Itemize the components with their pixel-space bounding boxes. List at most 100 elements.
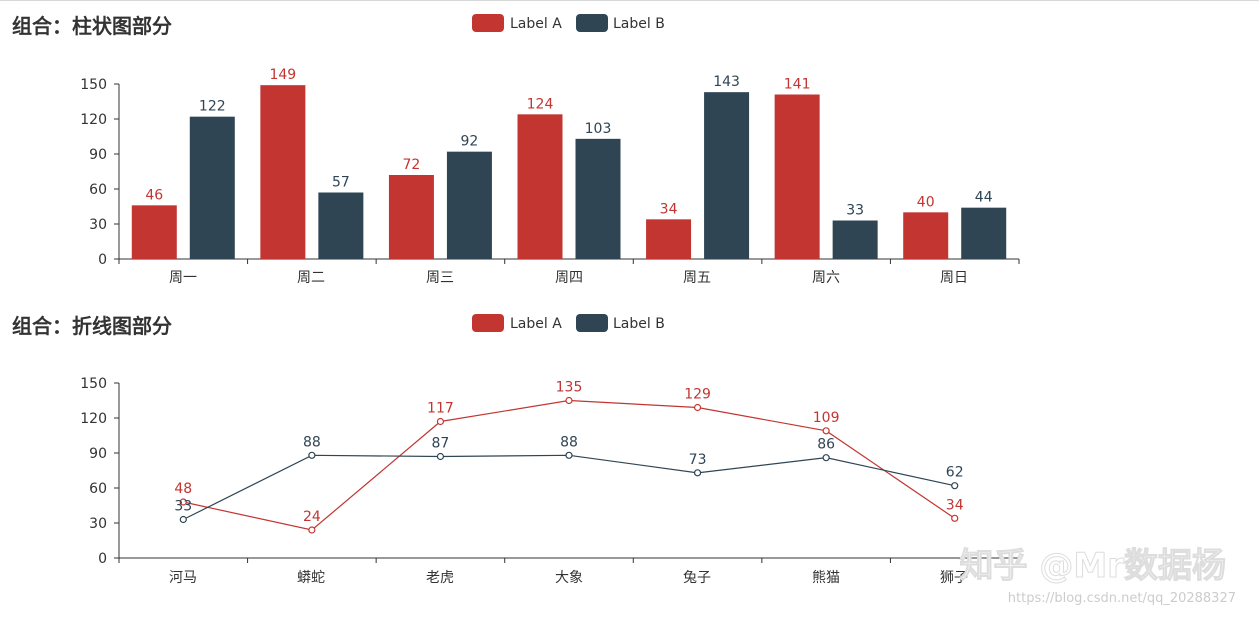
line-y-tick-120: 120 <box>80 411 107 427</box>
line-y-tick-60: 60 <box>89 481 107 497</box>
line-legend-label-b[interactable]: Label B <box>613 316 665 332</box>
line-point-b-5[interactable] <box>822 454 830 462</box>
bar-x-label-wed: 周三 <box>426 270 454 286</box>
bar-x-label-sat: 周六 <box>812 270 840 286</box>
line-point-a-5[interactable] <box>822 427 830 435</box>
line-point-b-3[interactable] <box>565 451 573 459</box>
bar-chart: 组合：柱状图部分 Label A Label B 0 30 60 90 120 … <box>12 14 1020 286</box>
bar-b-6[interactable] <box>961 207 1007 259</box>
line-value-label-a-0: 48 <box>174 481 192 497</box>
bar-value-label-b-0: 122 <box>199 99 226 115</box>
line-value-label-a-6: 34 <box>946 497 964 513</box>
bar-value-label-b-4: 143 <box>713 74 740 90</box>
bar-b-2[interactable] <box>446 151 492 259</box>
bar-value-label-b-2: 92 <box>461 134 479 150</box>
line-value-label-b-4: 73 <box>689 452 707 468</box>
bar-legend-label-a[interactable]: Label A <box>510 16 562 32</box>
bar-y-tick-labels: 0 30 60 90 120 150 <box>80 77 107 268</box>
bar-b-0[interactable] <box>189 116 235 260</box>
line-point-b-1[interactable] <box>308 451 316 459</box>
line-value-label-a-1: 24 <box>303 509 321 525</box>
bar-x-label-sun: 周日 <box>940 270 968 286</box>
line-point-a-6[interactable] <box>951 514 959 522</box>
bar-b-4[interactable] <box>704 92 750 260</box>
line-value-label-a-2: 117 <box>427 401 454 417</box>
line-value-label-b-1: 88 <box>303 434 321 450</box>
line-value-label-b-2: 87 <box>432 436 450 452</box>
line-value-label-a-4: 129 <box>684 387 711 403</box>
line-x-label-elephant: 大象 <box>555 570 583 586</box>
bar-value-label-a-2: 72 <box>403 157 421 173</box>
line-point-b-6[interactable] <box>951 482 959 490</box>
bar-y-tick-60: 60 <box>89 182 107 198</box>
line-x-label-lion: 狮子 <box>940 570 968 586</box>
bar-x-tick-labels: 周一 周二 周三 周四 周五 周六 周日 <box>169 270 968 286</box>
line-point-a-4[interactable] <box>693 403 702 412</box>
bar-chart-legend[interactable]: Label A Label B <box>472 14 665 32</box>
bar-x-axis-ticks <box>114 83 1020 264</box>
bar-a-6[interactable] <box>903 212 949 259</box>
bar-a-1[interactable] <box>260 85 306 260</box>
line-point-a-0[interactable] <box>179 498 187 506</box>
line-x-label-rabbit: 兔子 <box>683 570 711 586</box>
line-chart: 组合：折线图部分 Label A Label B 0 30 60 90 120 … <box>12 314 1020 586</box>
bar-value-label-a-1: 149 <box>269 67 296 83</box>
bar-b-5[interactable] <box>832 220 878 260</box>
line-value-label-b-5: 86 <box>817 437 835 453</box>
bar-legend-swatch-a[interactable] <box>472 14 504 32</box>
line-point-b-4[interactable] <box>693 469 702 477</box>
line-chart-title: 组合：折线图部分 <box>12 314 172 338</box>
line-series: 48 24 117 135 129 109 34 33 88 87 88 73 86 62 <box>174 380 964 534</box>
bar-y-tick-150: 150 <box>80 77 107 93</box>
line-value-label-b-3: 88 <box>560 434 578 450</box>
line-y-tick-150: 150 <box>80 376 107 392</box>
line-legend-swatch-b[interactable] <box>576 314 608 332</box>
bar-y-tick-30: 30 <box>89 217 107 233</box>
line-value-label-a-5: 109 <box>813 410 840 426</box>
bar-b-3[interactable] <box>575 138 621 259</box>
bar-value-label-a-0: 46 <box>145 187 163 203</box>
bar-a-2[interactable] <box>388 175 434 259</box>
bar-y-tick-120: 120 <box>80 112 107 128</box>
line-point-a-1[interactable] <box>308 526 316 534</box>
watermark: 知乎 @Mr数据杨 https://blog.csdn.net/qq_20288… <box>959 546 1236 607</box>
bar-series: 46 149 72 124 34 141 40 122 57 92 103 143 33 44 <box>131 67 1007 260</box>
bar-legend-label-b[interactable]: Label B <box>613 16 665 32</box>
line-x-label-hippo: 河马 <box>169 570 197 586</box>
bar-x-label-thu: 周四 <box>555 270 583 286</box>
bar-chart-title: 组合：柱状图部分 <box>12 14 172 38</box>
bar-value-label-b-3: 103 <box>585 121 612 137</box>
bar-y-tick-0: 0 <box>98 252 107 268</box>
bar-a-3[interactable] <box>517 114 563 259</box>
line-value-label-a-3: 135 <box>556 380 583 396</box>
bar-value-label-b-5: 33 <box>846 203 864 219</box>
line-chart-legend[interactable]: Label A Label B <box>472 314 665 332</box>
bar-legend-swatch-b[interactable] <box>576 14 608 32</box>
bar-a-0[interactable] <box>131 205 177 259</box>
bar-value-label-b-1: 57 <box>332 175 350 191</box>
line-x-label-tiger: 老虎 <box>426 570 454 586</box>
line-legend-label-a[interactable]: Label A <box>510 316 562 332</box>
line-y-tick-labels: 0 30 60 90 120 150 <box>80 376 107 567</box>
watermark-url: https://blog.csdn.net/qq_20288327 <box>1008 591 1236 606</box>
line-point-b-0[interactable] <box>179 515 187 524</box>
bar-x-label-tue: 周二 <box>297 270 325 286</box>
bar-value-label-a-6: 40 <box>917 194 935 210</box>
line-x-label-panda: 熊猫 <box>812 570 840 586</box>
bar-a-5[interactable] <box>774 94 820 260</box>
line-series-b <box>183 454 955 521</box>
line-point-b-2[interactable] <box>436 452 445 461</box>
bar-a-4[interactable] <box>646 219 692 259</box>
top-divider <box>0 0 1259 1</box>
bar-value-label-b-6: 44 <box>975 190 993 206</box>
line-value-label-b-6: 62 <box>946 465 964 481</box>
line-y-tick-0: 0 <box>98 551 107 567</box>
line-value-label-b-0: 33 <box>174 499 192 515</box>
line-point-a-2[interactable] <box>436 417 445 426</box>
line-legend-swatch-a[interactable] <box>472 314 504 332</box>
line-x-tick-labels: 河马 蟒蛇 老虎 大象 兔子 熊猫 狮子 <box>169 570 968 586</box>
line-x-axis-ticks <box>114 382 1020 563</box>
line-point-a-3[interactable] <box>565 396 573 405</box>
bar-b-1[interactable] <box>318 192 364 260</box>
